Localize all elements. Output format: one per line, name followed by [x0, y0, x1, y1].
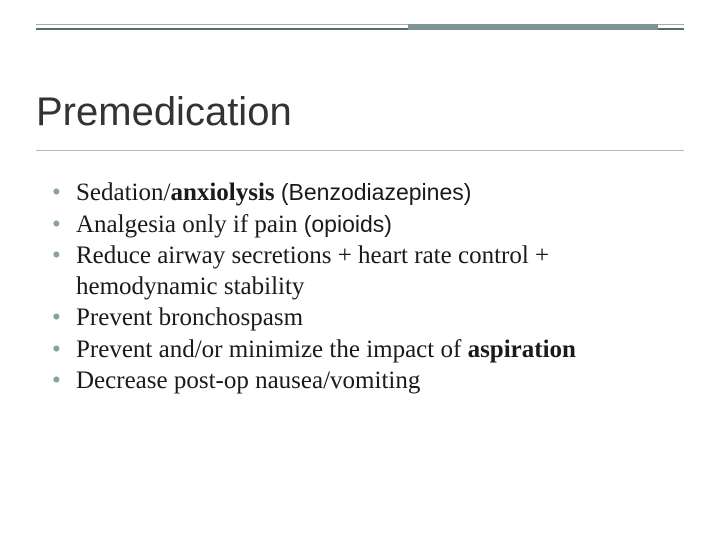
bullet-item: Analgesia only if pain (opioids) [52, 210, 668, 241]
bullet-list: Sedation/anxiolysis (Benzodiazepines) An… [52, 178, 668, 397]
slide-title: Premedication [36, 90, 292, 135]
slide: Premedication Sedation/anxiolysis (Benzo… [0, 0, 720, 540]
bullet-item: Prevent and/or minimize the impact of as… [52, 335, 668, 366]
bullet-item: Decrease post-op nausea/vomiting [52, 366, 668, 397]
bullet-item: Reduce airway secretions + heart rate co… [52, 241, 668, 302]
bullet-item: Sedation/anxiolysis (Benzodiazepines) [52, 178, 668, 209]
rule-accent [408, 24, 658, 30]
bullet-item: Prevent bronchospasm [52, 303, 668, 334]
slide-content: Sedation/anxiolysis (Benzodiazepines) An… [52, 178, 668, 398]
title-underline [36, 150, 684, 151]
top-rule [36, 24, 684, 38]
